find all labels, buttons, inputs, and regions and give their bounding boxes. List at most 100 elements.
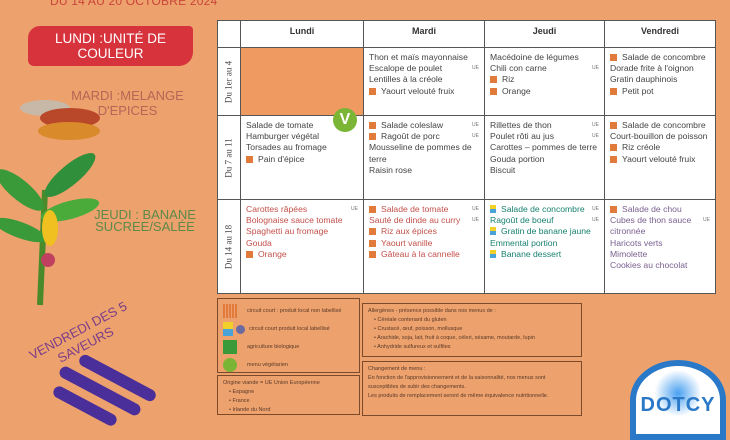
menu-item: Dorade frite à l'oignon — [610, 63, 710, 74]
local-product-icon — [369, 87, 376, 95]
meat-origin-box: Origine viande = UE Union Européenne • E… — [217, 375, 360, 415]
menu-item: Sauté de dinde au curry UE — [369, 215, 479, 226]
dish-name: Gouda portion — [490, 153, 545, 164]
menu-item: Salade de concombre — [610, 120, 710, 131]
menu-cell-mardi: Thon et maïs mayonnaise Escalope de poule… — [363, 47, 485, 116]
menu-item: Mimolette — [610, 249, 710, 260]
menu-item: Gratin dauphinois — [610, 74, 710, 85]
menu-changes-box: Changement de menu : En fonction de l'ap… — [362, 361, 582, 416]
menu-item: Salade coleslaw UE — [369, 120, 479, 131]
organic-ab-icon — [223, 340, 237, 354]
origin-title: Origine viande = UE Union Européenne — [223, 380, 320, 386]
menu-item: Rillettes de thon UE — [490, 120, 599, 131]
menu-item: Cubes de thon sauce citronnée UE — [610, 215, 710, 237]
legend-label: circuit court produit local labellisé — [249, 325, 330, 332]
menu-item: Riz créole — [610, 142, 710, 153]
dish-name: Rillettes de thon — [490, 120, 552, 130]
local-product-icon — [369, 133, 376, 141]
theme-mardi: MARDI :MELANGE D'EPICES — [71, 88, 184, 118]
local-product-icon — [610, 122, 617, 129]
menu-item: Pain d'épice — [246, 154, 358, 165]
menu-item: Carottes – pommes de terre — [490, 142, 599, 153]
dish-name: Poulet rôti au jus — [490, 131, 555, 142]
legend-item: agriculture biologique — [223, 338, 354, 356]
menu-item: Court-bouillon de poisson — [610, 131, 710, 142]
menu-cell-jeudi: Macédoine de légumes Chili con carne UE Riz… — [484, 47, 605, 116]
legend-box: circuit court : produit local non labell… — [217, 298, 360, 373]
label-local-icon — [490, 205, 496, 213]
local-product-icon — [610, 155, 617, 163]
week-row: Du 1er au 4 Thon et maïs mayonnaise Escalo… — [217, 47, 716, 116]
origin-tag: UE — [472, 217, 479, 224]
dish-name: Haricots verts — [610, 237, 663, 248]
local-product-icon — [369, 206, 376, 213]
menu-item: Gouda portion — [490, 154, 599, 165]
col-vendredi: Vendredi — [604, 20, 716, 48]
spice-image — [38, 122, 100, 140]
label-local-icon — [223, 322, 233, 336]
origin-tag: UE — [472, 206, 479, 212]
week-label: Du 14 au 18 — [223, 224, 234, 269]
menu-item: Petit pot — [610, 86, 710, 97]
local-product-icon — [610, 54, 617, 61]
menu-item: Banane dessert — [490, 249, 599, 260]
dish-name: Orange — [258, 248, 287, 259]
menu-item: Salade de concombre UE — [490, 204, 599, 215]
dish-name: Mousseline de pommes de terre — [369, 142, 472, 164]
dish-name: Spaghetti au fromage — [246, 226, 329, 237]
dish-name: Thon et maïs mayonnaise — [369, 52, 468, 62]
legend-item: circuit court produit local labellisé — [223, 320, 354, 338]
corner-cell — [217, 20, 241, 48]
week-row: Du 14 au 18 Carottes râpées UE Bolognaise s… — [217, 199, 716, 294]
dish-name: Biscuit — [490, 164, 516, 175]
menu-item: Hamburger végétal — [246, 131, 358, 142]
legend-label: menu végétarien — [247, 361, 288, 368]
dish-name: Torsades au fromage — [246, 142, 327, 153]
origin-tag: UE — [592, 133, 599, 140]
theme-lundi: LUNDI :UNITÉ DE COULEUR — [28, 26, 193, 66]
menu-cell-vendredi: Salade de chou Cubes de thon sauce citron… — [604, 199, 716, 294]
menu-item: Yaourt velouté fruix — [369, 86, 479, 97]
menu-item: Yaourt velouté fruix — [610, 154, 710, 165]
origin-item: Espagne — [232, 389, 255, 395]
allergen-item: Anhydride sulfureux et sulfites — [377, 344, 451, 350]
menu-item: Orange — [246, 249, 358, 260]
dotcy-logo: DOTCY — [630, 360, 726, 440]
menu-item: Orange — [490, 86, 599, 97]
origin-tag: UE — [592, 65, 599, 72]
origin-tag: UE — [592, 206, 599, 212]
menu-item: Torsades au fromage — [246, 142, 358, 153]
menu-item: Thon et maïs mayonnaise — [369, 52, 479, 63]
dish-name: Salade de tomate — [381, 204, 449, 214]
changes-text: Les produits de remplacement seront de m… — [368, 393, 549, 399]
menu-cell-vendredi: Salade de concombre Dorade frite à l'oign… — [604, 47, 716, 116]
dish-name: Carottes râpées — [246, 204, 308, 214]
dish-name: Dorade frite à l'oignon — [610, 63, 694, 74]
dish-name: Salade de concombre — [622, 120, 706, 130]
menu-item: Bolognaise sauce tomate — [246, 215, 358, 226]
dish-name: Riz aux épices — [381, 226, 437, 237]
changes-text: En fonction de l'approvisionnement et de… — [368, 375, 546, 390]
origin-tag: UE — [703, 217, 710, 224]
origin-item: France — [232, 398, 250, 404]
dish-name: Emmental portion — [490, 237, 558, 248]
dish-name: Court-bouillon de poisson — [610, 131, 708, 142]
menu-item: Yaourt vanille — [369, 238, 479, 249]
local-product-icon — [369, 228, 376, 236]
origin-tag: UE — [592, 122, 599, 128]
menu-table: Lundi Mardi Jeudi Vendredi Du 1er au 4 Th… — [217, 20, 716, 294]
menu-item: Salade de chou — [610, 204, 710, 215]
menu-item: Gratin de banane jaune — [490, 226, 599, 237]
col-jeudi: Jeudi — [484, 20, 605, 48]
origin-tag: UE — [351, 206, 358, 212]
menu-item: Salade de tomate — [246, 120, 358, 131]
dish-name: Hamburger végétal — [246, 131, 320, 142]
local-product-icon — [610, 87, 617, 95]
menu-cell-jeudi: Rillettes de thon UE Poulet rôti au jus UE C… — [484, 115, 605, 200]
dish-name: Pain d'épice — [258, 153, 305, 164]
dish-name: Petit pot — [622, 85, 654, 96]
theme-jeudi: JEUDI : BANANE SUCREE/SALÉE — [94, 207, 196, 234]
dish-name: Mimolette — [610, 248, 648, 259]
vegetarian-icon — [223, 358, 237, 372]
legend-label: circuit court : produit local non labell… — [247, 307, 342, 314]
